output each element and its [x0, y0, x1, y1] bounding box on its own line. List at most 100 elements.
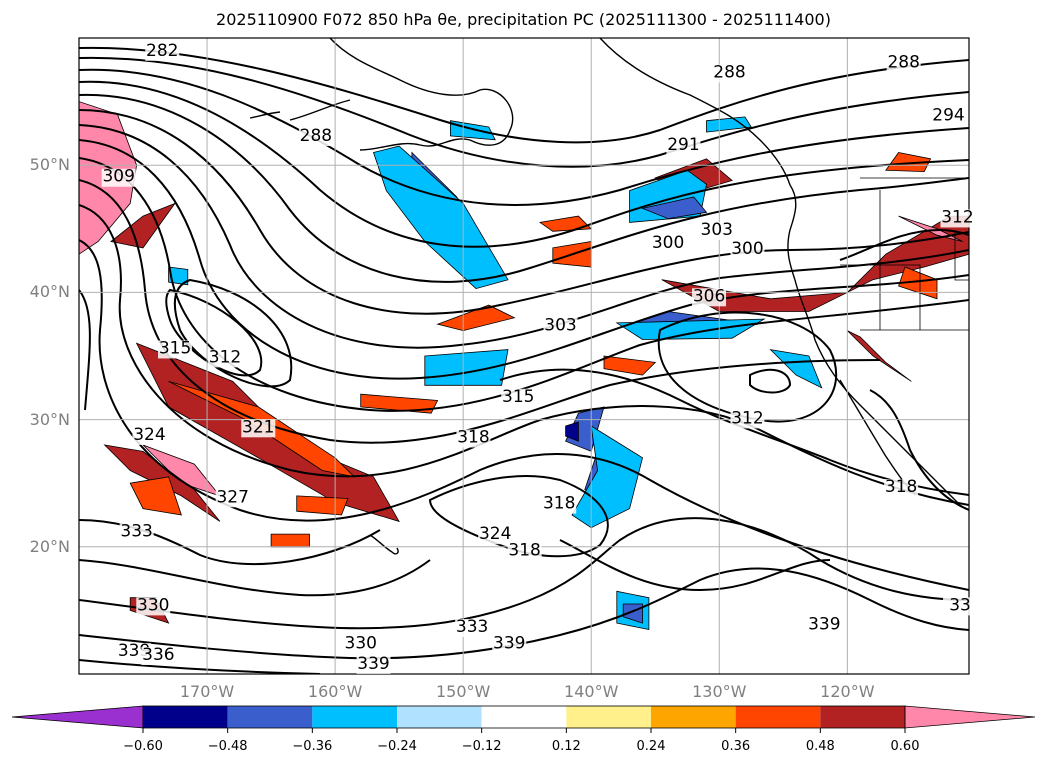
coastline-hawaii [369, 534, 399, 555]
colorbar-frame [142, 705, 906, 729]
contour-line [657, 311, 838, 423]
colorbar-tick-label: −0.12 [461, 739, 502, 754]
contour-label-bg [543, 317, 578, 336]
colorbar-segment [481, 706, 567, 728]
contour-label-bg [666, 136, 701, 155]
precip-region [449, 120, 496, 141]
contour-label: 327 [216, 487, 248, 507]
contour-label-bg [712, 64, 747, 83]
colorbar-segment [397, 706, 482, 728]
contour-line [79, 93, 969, 283]
precip-region [898, 215, 963, 242]
contour-line [839, 228, 969, 261]
lon-tick-label: 160°W [307, 682, 363, 701]
coastline-se-alaska [599, 37, 791, 186]
contour-label: 318 [543, 494, 575, 514]
lon-tick-label: 120°W [820, 682, 875, 701]
contour-label-bg [730, 241, 765, 260]
colorbar-tick-label: 0.12 [551, 739, 581, 754]
contour-label-bg [101, 168, 136, 187]
colorbar-tick-label: −0.36 [292, 739, 333, 754]
contour-line [559, 539, 831, 592]
lat-tick-label: 30°N [29, 409, 70, 429]
precip-region [270, 533, 310, 548]
contour-label: 300 [731, 239, 763, 259]
contour-label: 339 [808, 614, 840, 634]
contour-line [79, 124, 969, 349]
contour-label-bg [943, 597, 978, 616]
colorbar-tick-label: 0.48 [805, 739, 835, 754]
contour-label: 339 [357, 654, 389, 674]
precip-region [296, 495, 349, 516]
contour-label-bg [699, 222, 734, 241]
contour-label: 291 [667, 135, 699, 155]
lon-tick-label: 140°W [564, 682, 619, 701]
coastline-alaska [329, 37, 514, 151]
contour-label: 318 [508, 541, 540, 561]
colorbar-segment [735, 706, 821, 728]
lon-tick-label: 170°W [179, 682, 235, 701]
precip-region [565, 421, 579, 442]
contour-label: 339 [493, 634, 525, 654]
contour-label-bg [215, 489, 250, 508]
contour-label-bg [456, 429, 491, 448]
contour-label: 312 [731, 408, 763, 428]
colorbar-tick-label: 0.36 [721, 739, 751, 754]
colorbar-segment [312, 706, 397, 728]
contour-label-bg [241, 419, 276, 438]
contour-label-bg [455, 619, 490, 638]
chart-title: 2025110900 F072 850 hPa θe, precipitatio… [216, 10, 831, 29]
contour-label-bg [807, 616, 842, 635]
precip-region [168, 266, 189, 286]
contour-line [79, 204, 969, 506]
contour-line [79, 239, 969, 591]
contour-label: 318 [457, 427, 489, 447]
colorbar-tick-label: −0.24 [377, 739, 417, 754]
precip-region [129, 476, 182, 516]
lon-tick-label: 130°W [692, 682, 747, 701]
contour-label: 324 [479, 524, 511, 544]
contour-label-bg [492, 635, 527, 654]
contour-label-bg [692, 288, 727, 307]
contour-line [749, 368, 792, 394]
precip-region [538, 215, 593, 232]
contour-label-bg [145, 42, 180, 61]
contour-line [79, 659, 321, 674]
contour-label: 288 [300, 126, 332, 146]
contour-label: 282 [146, 41, 178, 61]
coastline-aleutians [249, 99, 351, 121]
colorbar-segment [143, 706, 228, 728]
contour-line [79, 139, 969, 380]
coastline-bc [787, 184, 797, 281]
colorbar-extend-min [11, 705, 144, 729]
contour-label-bg [478, 526, 513, 545]
contour-line [79, 109, 969, 315]
state-borders [840, 177, 969, 331]
contour-label: 288 [713, 62, 745, 82]
colorbar-tick-label: 0.24 [636, 739, 666, 754]
contour-label-bg [507, 542, 542, 561]
contour-label: 318 [885, 477, 917, 497]
contour-label-bg [119, 523, 154, 542]
colorbar-tick-label: −0.48 [207, 739, 248, 754]
lat-tick-label: 20°N [29, 536, 70, 556]
coastline-us-west [794, 279, 961, 506]
contour-line [79, 517, 969, 630]
precip-region [769, 348, 823, 389]
contour-label: 309 [102, 167, 134, 187]
lon-tick-label: 150°W [435, 682, 491, 701]
precip-region [898, 266, 938, 300]
contour-label: 294 [932, 106, 964, 126]
contour-line [869, 389, 969, 511]
contour-label: 324 [133, 425, 165, 445]
contour-label: 312 [209, 347, 241, 367]
contour-line [79, 157, 969, 412]
precip-region [615, 318, 766, 340]
colorbar-segment [227, 706, 313, 728]
contour-label-bg [931, 107, 966, 126]
precip-region [372, 145, 509, 290]
contour-label-bg [132, 426, 167, 445]
contour-label-bg [141, 647, 176, 666]
theta-e-contours [79, 46, 969, 674]
